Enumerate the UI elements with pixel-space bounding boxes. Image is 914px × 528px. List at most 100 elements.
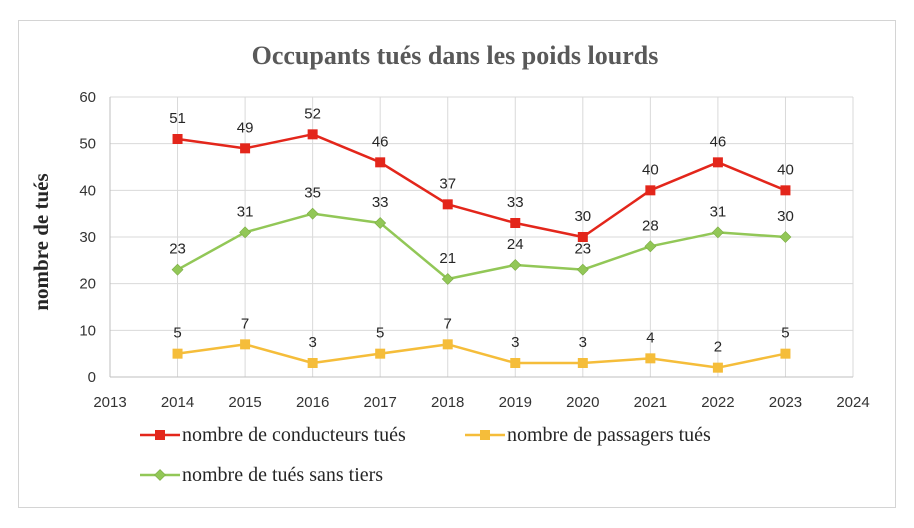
data-point [779,231,792,243]
data-point [240,143,251,154]
series-group [171,129,792,373]
legend-swatch-marker [154,469,166,481]
series-line [177,133,786,239]
series-3 [171,207,792,285]
chart-title: Occupants tués dans les poids lourds [252,41,659,70]
data-point [577,232,588,242]
data-point [645,353,656,364]
data-label: 30 [777,208,794,225]
data-point [375,157,386,168]
y-tick-label: 30 [79,229,96,246]
data-label: 23 [169,241,186,258]
data-label: 40 [777,161,794,178]
gridlines [110,96,854,377]
x-tick-label: 2016 [296,394,329,411]
y-tick-label: 20 [79,276,96,293]
legend-label: nombre de conducteurs tués [182,424,406,446]
x-tick-label: 2023 [769,394,802,411]
data-point [712,362,723,373]
data-label: 37 [439,175,456,192]
legend-item: nombre de conducteurs tués [140,424,406,446]
data-label: 5 [173,325,181,342]
data-point [441,273,454,285]
data-label: 21 [439,250,456,267]
x-tick-label: 2021 [634,394,667,411]
x-tick-label: 2013 [93,394,126,411]
data-point [374,217,387,229]
x-tick-label: 2015 [228,394,261,411]
data-label: 7 [444,315,452,332]
data-point [576,263,589,276]
data-label: 33 [507,194,524,211]
x-tick-label: 2014 [161,394,194,411]
legend-swatch-marker [155,430,165,440]
data-point [711,226,724,239]
legend-swatch-marker [480,430,490,440]
y-tick-label: 0 [88,369,96,386]
data-point [239,226,252,239]
data-label: 31 [710,203,727,220]
data-label: 3 [308,334,316,351]
data-point [645,185,656,196]
legend-label: nombre de tués sans tiers [182,464,383,486]
series-1 [172,129,791,242]
data-point [375,348,386,359]
x-tick-label: 2019 [499,394,532,411]
data-point [577,358,588,368]
data-label: 23 [574,241,591,258]
axes: 0 10 20 30 40 50 60 2013 2014 2015 2016 2017 2018 201… [79,89,869,411]
data-point [171,263,184,276]
data-label: 28 [642,217,659,234]
data-point [172,348,183,359]
series-2 [172,339,791,373]
data-label: 31 [237,203,254,220]
data-point [510,358,521,368]
data-label: 52 [304,105,321,122]
chart-frame [18,20,896,508]
y-tick-label: 60 [79,89,96,106]
data-point [510,218,521,228]
data-label: 7 [241,315,249,332]
data-point [172,134,183,144]
x-tick-label: 2024 [836,394,869,411]
series-line [177,343,786,369]
data-label: 40 [642,161,659,178]
data-label: 2 [714,339,722,356]
data-label: 30 [574,208,591,225]
data-point [306,207,319,220]
y-tick-label: 50 [79,136,96,153]
data-point [780,348,791,359]
x-tick-label: 2018 [431,394,464,411]
y-tick-label: 10 [79,322,96,339]
data-label: 5 [781,325,789,342]
data-point [780,185,791,196]
data-point [307,129,318,140]
data-point [509,259,522,271]
y-axis-label: nombre de tués [29,173,53,310]
y-tick-label: 40 [79,182,96,199]
data-label: 33 [372,194,389,211]
data-point [442,199,453,210]
data-label: 49 [237,119,254,136]
data-point [712,157,723,168]
data-point [442,339,453,350]
legend-item: nombre de passagers tués [465,424,711,446]
data-label: 46 [710,133,727,150]
data-point [644,240,657,253]
data-label: 35 [304,185,321,202]
legend-label: nombre de passagers tués [507,424,711,446]
legend-item: nombre de tués sans tiers [140,464,383,486]
data-point [240,339,251,350]
x-tick-label: 2020 [566,394,599,411]
data-label: 3 [579,334,587,351]
series-line [176,212,786,281]
x-tick-label: 2017 [363,394,396,411]
data-label: 3 [511,334,519,351]
x-tick-label: 2022 [701,394,734,411]
legend: nombre de conducteurs tués nombre de pass… [140,424,711,486]
data-label: 5 [376,325,384,342]
data-label: 4 [646,329,654,346]
data-label: 46 [372,133,389,150]
